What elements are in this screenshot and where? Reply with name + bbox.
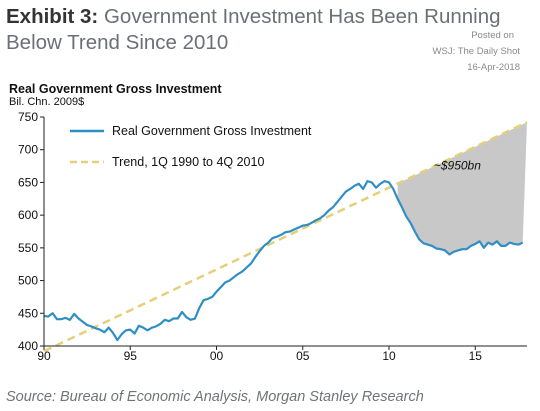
x-tick-label: 95 [124,349,138,363]
x-tick-label: 05 [296,349,310,363]
y-axis-unit: Bil. Chn. 2009$ [9,96,85,108]
x-tick-label: 10 [382,349,396,363]
legend-label-actual: Real Government Gross Investment [112,124,312,138]
x-tick-label: 15 [469,349,483,363]
y-tick-label: 650 [18,175,38,189]
y-tick-label: 550 [18,241,38,255]
title-line-2: Below Trend Since 2010 [6,31,229,54]
x-tick-label: 90 [37,349,51,363]
y-tick-label: 750 [18,110,38,124]
y-tick-label: 600 [18,208,38,222]
posted-source-label: WSJ: The Daily Shot [432,46,520,57]
y-tick-label: 700 [18,143,38,157]
page-title: Exhibit 3: Government Investment Has Bee… [6,4,501,56]
title-line-1: Government Investment Has Been Running [103,5,501,28]
legend-label-trend: Trend, 1Q 1990 to 4Q 2010 [112,155,264,169]
x-tick-label: 00 [210,349,224,363]
y-tick-label: 500 [18,274,38,288]
actual-investment-line [43,180,524,342]
chart-title: Real Government Gross Investment [9,82,222,96]
gap-annotation: ~$950bn [434,158,481,172]
y-tick-label: 400 [18,339,38,353]
posted-on-label: Posted on [471,30,514,41]
trend-line [43,121,528,353]
exhibit-label: Exhibit 3: [6,5,99,28]
source-note: Source: Bureau of Economic Analysis, Mor… [6,389,424,405]
y-tick-label: 450 [18,306,38,320]
posted-date-label: 16-Apr-2018 [467,62,520,73]
shaded-gap-area [397,122,527,255]
